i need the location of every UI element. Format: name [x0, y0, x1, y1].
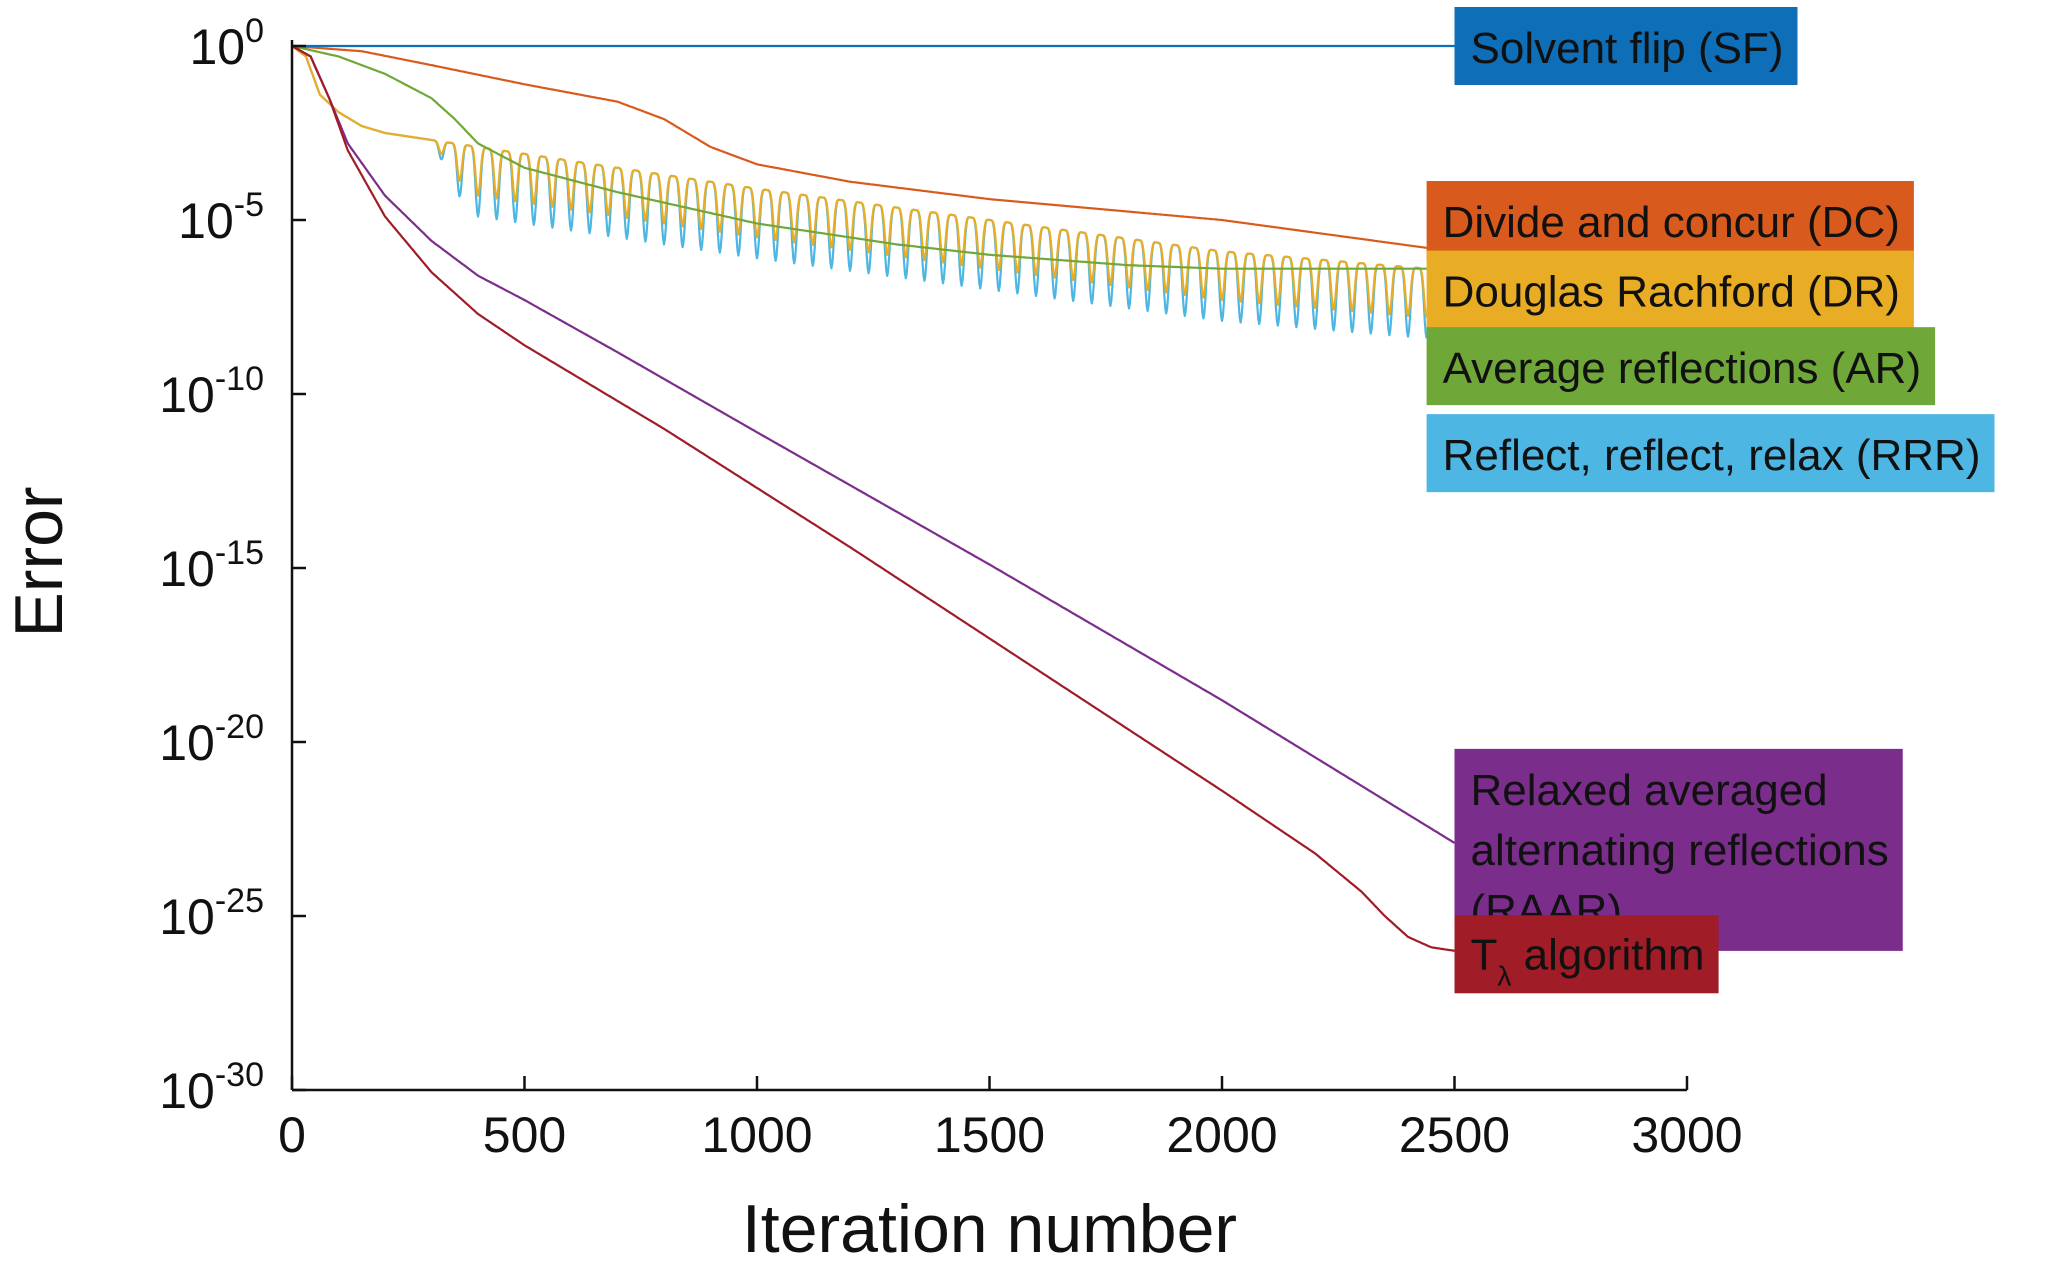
x-tick-label: 2500 [1399, 1107, 1510, 1163]
x-tick-label: 3000 [1631, 1107, 1742, 1163]
legend-label: Douglas Rachford (DR) [1426, 250, 1914, 329]
x-tick-label: 1000 [701, 1107, 812, 1163]
x-tick-label: 2000 [1166, 1107, 1277, 1163]
series-line [291, 45, 1428, 339]
legend-label-box [1426, 250, 1914, 329]
axes: 0 500 1000 1500 2000 2500 3000 100 10-5 10-10 10-1… [159, 12, 1742, 1163]
y-tick-label: 10-15 [159, 534, 264, 597]
series-line [291, 45, 1428, 318]
x-tick-label: 0 [278, 1107, 306, 1163]
legend-label: Average reflections (AR) [1426, 327, 1936, 406]
legend-label-text: Divide and concur (DC) [1443, 198, 1900, 247]
y-tick-label: 10-5 [178, 186, 264, 249]
legend-label-text: Reflect, reflect, relax (RRR) [1443, 431, 1981, 480]
legend-labels: Solvent flip (SF) Divide and concur (DC) D… [1426, 7, 1995, 994]
series-line [291, 44, 1427, 249]
series-line [291, 44, 1427, 270]
legend-label-text: Solvent flip (SF) [1471, 24, 1784, 73]
legend-label-text: Douglas Rachford (DR) [1443, 268, 1900, 317]
y-tick-label: 100 [189, 12, 264, 75]
legend-label-text: Tλ algorithm [1471, 930, 1705, 991]
plot-lines [291, 44, 1456, 952]
series-line [291, 45, 1456, 844]
x-axis-title: Iteration number [742, 1191, 1237, 1267]
legend-label-box [1454, 7, 1798, 85]
y-tick-label: 10-30 [159, 1056, 264, 1119]
legend-label-box [1426, 327, 1936, 406]
legend-label-text: Average reflections (AR) [1443, 344, 1922, 393]
y-tick-label: 10-20 [159, 708, 264, 771]
y-tick-label: 10-25 [159, 882, 264, 945]
y-tick-label: 10-10 [159, 360, 264, 423]
legend-label: Solvent flip (SF) [1454, 7, 1798, 85]
series-line [291, 45, 1455, 952]
x-tick-label: 500 [483, 1107, 566, 1163]
legend-label: Reflect, reflect, relax (RRR) [1426, 414, 1995, 493]
x-tick-label: 1500 [934, 1107, 1045, 1163]
legend-label-box [1454, 915, 1719, 994]
legend-label-box [1426, 414, 1995, 493]
legend-label: Tλ algorithm [1454, 915, 1719, 994]
legend-label-box [1426, 181, 1914, 259]
legend-label: Divide and concur (DC) [1426, 181, 1914, 259]
y-axis-title: Error [1, 486, 77, 637]
